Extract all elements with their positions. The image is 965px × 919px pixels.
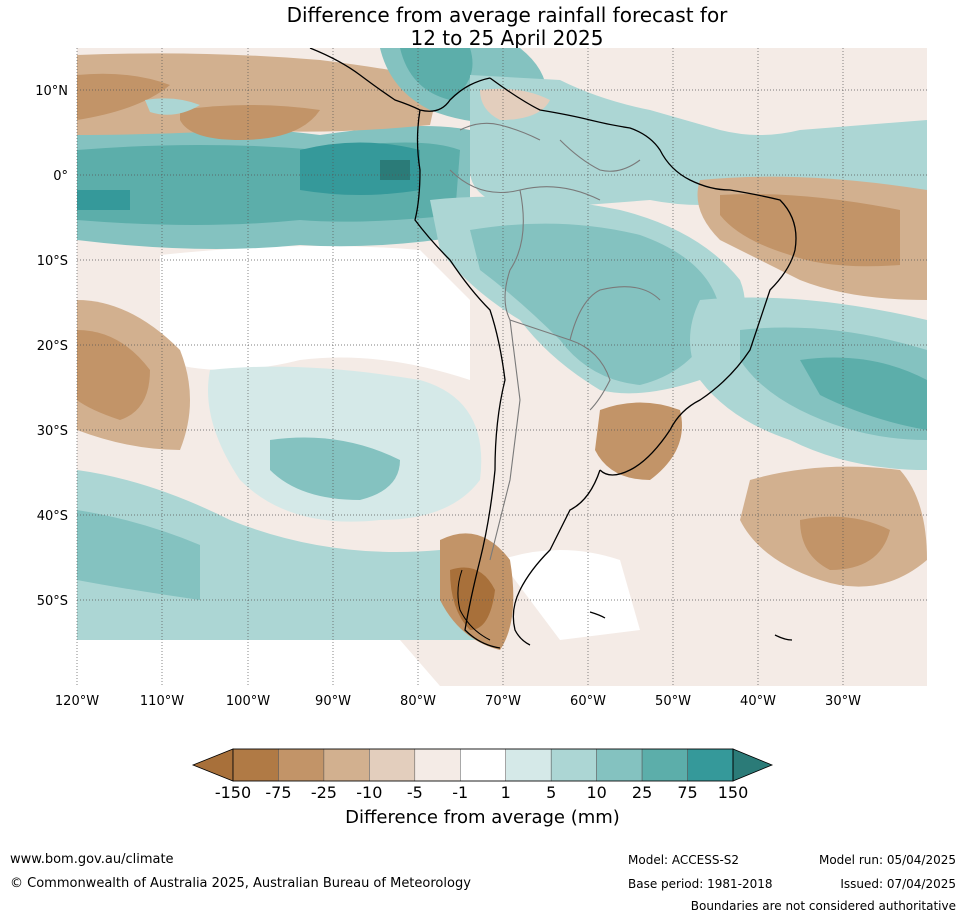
colorbar-tick-label: 25 bbox=[632, 783, 652, 802]
lon-tick-label: 70°W bbox=[485, 694, 521, 709]
colorbar-tick-label: 75 bbox=[677, 783, 697, 802]
lon-tick-label: 50°W bbox=[655, 694, 691, 709]
colorbar: -150 -75 -25 -10 -5 -1 1 5 10 25 75 150 bbox=[191, 748, 774, 802]
lon-tick-label: 30°W bbox=[825, 694, 861, 709]
lat-tick-label: 10°S bbox=[37, 254, 68, 269]
lat-tick-label: 10°N bbox=[35, 84, 68, 99]
lat-tick-label: 20°S bbox=[37, 339, 68, 354]
colorbar-tick-label: -25 bbox=[311, 783, 337, 802]
colorbar-extend-low bbox=[191, 748, 234, 782]
lon-tick-label: 80°W bbox=[400, 694, 436, 709]
lon-tick-label: 90°W bbox=[315, 694, 351, 709]
rainfall-anomaly-field bbox=[77, 48, 927, 686]
colorbar-tick-label: 150 bbox=[718, 783, 749, 802]
colorbar-frame bbox=[232, 748, 734, 782]
issued-date: Issued: 07/04/2025 bbox=[840, 877, 956, 891]
colorbar-tick-label: -150 bbox=[215, 783, 251, 802]
title-line-1: Difference from average rainfall forecas… bbox=[286, 3, 728, 27]
colorbar-tick-label: 10 bbox=[586, 783, 606, 802]
lon-tick-label: 40°W bbox=[740, 694, 776, 709]
colorbar-swatch bbox=[414, 748, 461, 782]
website-link[interactable]: www.bom.gov.au/climate bbox=[10, 852, 174, 867]
longitude-labels: 120°W 110°W 100°W 90°W 80°W 70°W 60°W 50°W 40°W 3… bbox=[55, 694, 861, 709]
colorbar-tick-label: -75 bbox=[265, 783, 291, 802]
colorbar-swatch bbox=[369, 748, 416, 782]
lon-tick-label: 120°W bbox=[55, 694, 99, 709]
map-title: Difference from average rainfall forecas… bbox=[0, 4, 965, 50]
colorbar-swatch bbox=[460, 748, 506, 782]
colorbar-tick-label: 5 bbox=[546, 783, 556, 802]
lon-tick-label: 60°W bbox=[570, 694, 606, 709]
graticule bbox=[76, 48, 927, 686]
colorbar-title: Difference from average (mm) bbox=[345, 807, 620, 828]
colorbar-extend-high bbox=[732, 748, 774, 782]
country-borders bbox=[449, 122, 661, 561]
lon-tick-label: 110°W bbox=[140, 694, 184, 709]
base-period: Base period: 1981-2018 bbox=[628, 877, 773, 891]
colorbar-swatch bbox=[505, 748, 552, 782]
title-line-2: 12 to 25 April 2025 bbox=[410, 26, 604, 50]
lat-tick-label: 50°S bbox=[37, 594, 68, 609]
colorbar-tick-label: -10 bbox=[356, 783, 382, 802]
colorbar-swatch bbox=[323, 748, 370, 782]
colorbar-swatch bbox=[550, 748, 597, 782]
colorbar-tick-label: 1 bbox=[501, 783, 511, 802]
disclaimer: Boundaries are not considered authoritat… bbox=[690, 899, 956, 913]
model-run: Model run: 05/04/2025 bbox=[818, 853, 956, 867]
colorbar-tick-label: -1 bbox=[452, 783, 468, 802]
lat-tick-label: 0° bbox=[53, 169, 68, 184]
copyright-text: © Commonwealth of Australia 2025, Austra… bbox=[10, 876, 471, 891]
lon-tick-label: 100°W bbox=[226, 694, 270, 709]
latitude-labels: 10°N 0° 10°S 20°S 30°S 40°S 50°S bbox=[35, 84, 68, 609]
lat-tick-label: 40°S bbox=[37, 509, 68, 524]
colorbar-swatch bbox=[596, 748, 643, 782]
coastline bbox=[309, 48, 797, 649]
colorbar-swatch bbox=[641, 748, 688, 782]
colorbar-swatch bbox=[278, 748, 325, 782]
colorbar-tick-label: -5 bbox=[407, 783, 423, 802]
lat-tick-label: 30°S bbox=[37, 424, 68, 439]
colorbar-swatch bbox=[687, 748, 734, 782]
model-name: Model: ACCESS-S2 bbox=[628, 853, 740, 867]
colorbar-swatch bbox=[232, 748, 279, 782]
